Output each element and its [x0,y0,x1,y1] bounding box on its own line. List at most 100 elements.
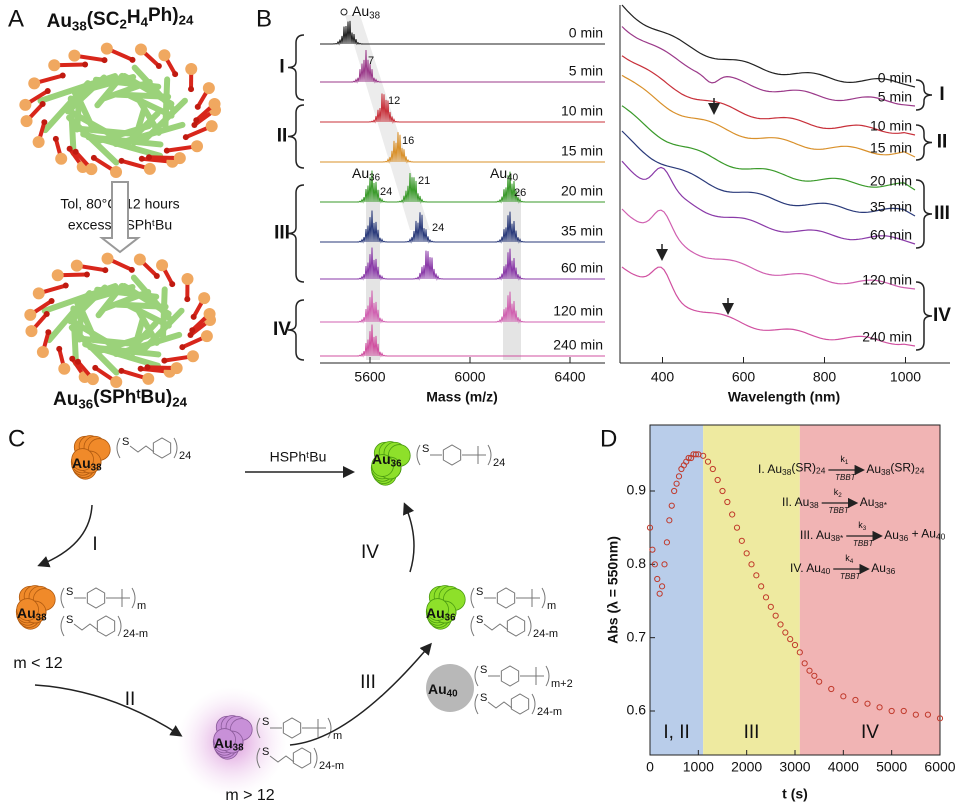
peak-label: 12 [388,95,400,107]
point [767,603,774,610]
atom [213,728,236,751]
subscript: 38 [369,10,380,21]
group-label: I [279,57,284,78]
time-label: 5 min [878,89,912,105]
step-label: I [92,534,97,555]
point [900,707,907,715]
formula-part: (SR) [791,461,816,475]
formula-part: Au [428,681,447,697]
point [787,636,794,643]
time-label: 35 min [870,199,912,215]
formula: II. Au38 [782,495,819,510]
subscript: 1 [845,459,849,466]
uv-spectrum [621,266,916,347]
time-label: 120 min [862,272,912,288]
tbu [106,589,130,607]
formula-part: Au [72,455,91,471]
brace [287,104,305,169]
formula-part: III. Au [800,528,831,542]
x-tick-label: 600 [732,369,756,385]
subscript: 40 [936,532,946,542]
point [733,524,741,531]
arrow [403,502,415,573]
atom [28,77,41,90]
atom [137,365,144,372]
catalyst: TBBT [853,539,875,548]
time-label: 5 min [569,63,603,79]
subscript: 36 [899,533,909,543]
subscript: 4 [141,14,149,29]
group-label: III [934,203,950,224]
bracket [60,615,65,637]
catalyst: TBBT [840,572,862,581]
bond [74,284,136,306]
formula: k2 [834,487,843,499]
chain [129,445,155,453]
atom [143,162,156,175]
atom [142,372,155,385]
uv-spectrum [621,160,916,245]
atom [36,345,49,358]
atom [144,364,151,371]
ring [86,587,106,609]
ligand-atom: S [66,614,73,626]
point [719,487,726,495]
formula-part: k [834,487,839,497]
region [650,425,704,755]
point [654,575,661,583]
subscript: 36 [369,172,380,183]
formula: IV. Au40 [790,561,831,576]
atom [181,272,194,285]
atom [101,252,114,265]
point [738,537,745,544]
chain [483,623,509,631]
panel-label: B [256,5,272,32]
bracket [256,747,261,769]
bond [94,72,126,109]
formula-part: I. Au [758,462,782,476]
formula: Au38* [860,495,888,510]
bracket [474,693,479,715]
atom [85,163,98,176]
formula: I. Au38(SR)24 [758,461,826,477]
ligand-sub: 24-m [123,628,148,640]
bracket [327,717,332,739]
atom [172,71,179,78]
bond [76,295,85,343]
uv-spectrum [621,74,916,158]
arrow [289,642,432,746]
x-tick-label: 5600 [354,369,385,385]
chain [269,755,295,763]
brace [915,281,933,351]
time-label: 60 min [561,260,603,276]
atom [161,357,168,364]
ligand-sub: m [547,600,556,612]
atom [39,100,46,107]
bond [67,284,108,325]
x-tick-label: 400 [651,369,675,385]
y-tick-label: 0.8 [627,555,647,571]
point [700,452,707,459]
arrow [37,504,93,568]
group-label: IV [933,305,951,326]
point [777,621,784,628]
bracket [131,587,136,609]
time-label: 240 min [862,329,912,345]
formula-part: (SPhᵗBu) [93,387,172,408]
subscript: 40 [447,688,458,699]
formula-part: + Au [908,527,936,541]
peak-label: 21 [418,175,430,187]
chain [487,701,513,709]
region [703,425,800,755]
atom [52,135,59,142]
atom [102,267,109,274]
point [714,476,721,484]
mass-spectrum [320,324,605,358]
au40 [426,664,474,712]
formula: Au38 [214,735,244,753]
subscript: 38 [782,467,792,477]
formula: k4 [845,553,854,565]
formula: Au38 [352,3,381,21]
point [828,685,835,693]
time-label: 35 min [561,223,603,239]
